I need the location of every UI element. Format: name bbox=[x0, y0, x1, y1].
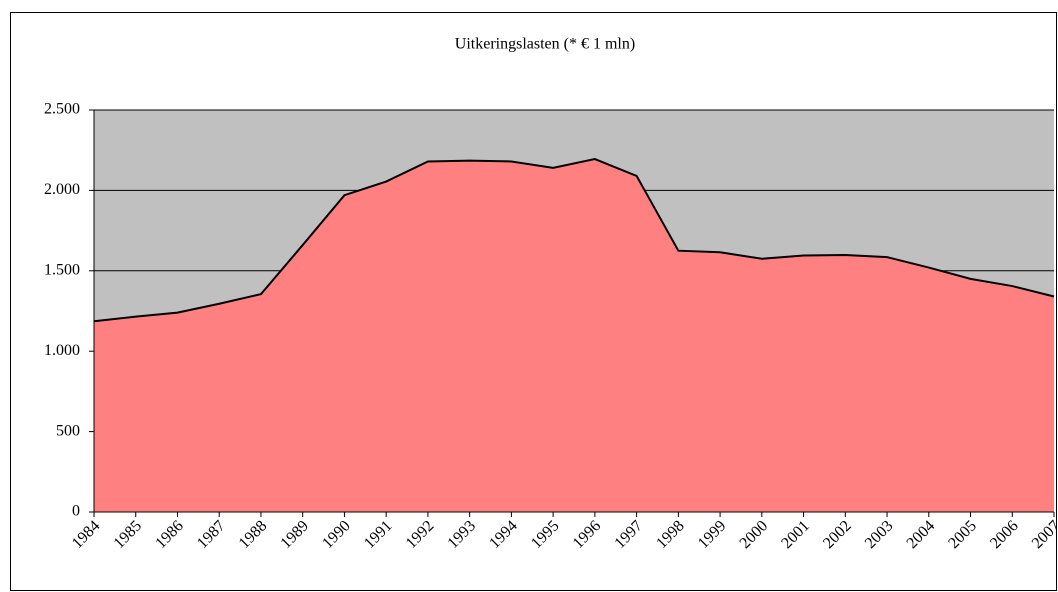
y-tick-label: 0 bbox=[72, 503, 80, 520]
y-tick-label: 1.500 bbox=[44, 261, 80, 278]
y-tick-label: 1.000 bbox=[44, 342, 80, 359]
y-tick-label: 2.500 bbox=[44, 101, 80, 118]
y-tick-label: 500 bbox=[56, 422, 80, 439]
y-tick-label: 2.000 bbox=[44, 181, 80, 198]
chart-title: Uitkeringslasten (* € 1 mln) bbox=[455, 36, 635, 53]
area bbox=[94, 159, 1054, 512]
area-line bbox=[93, 158, 1055, 323]
